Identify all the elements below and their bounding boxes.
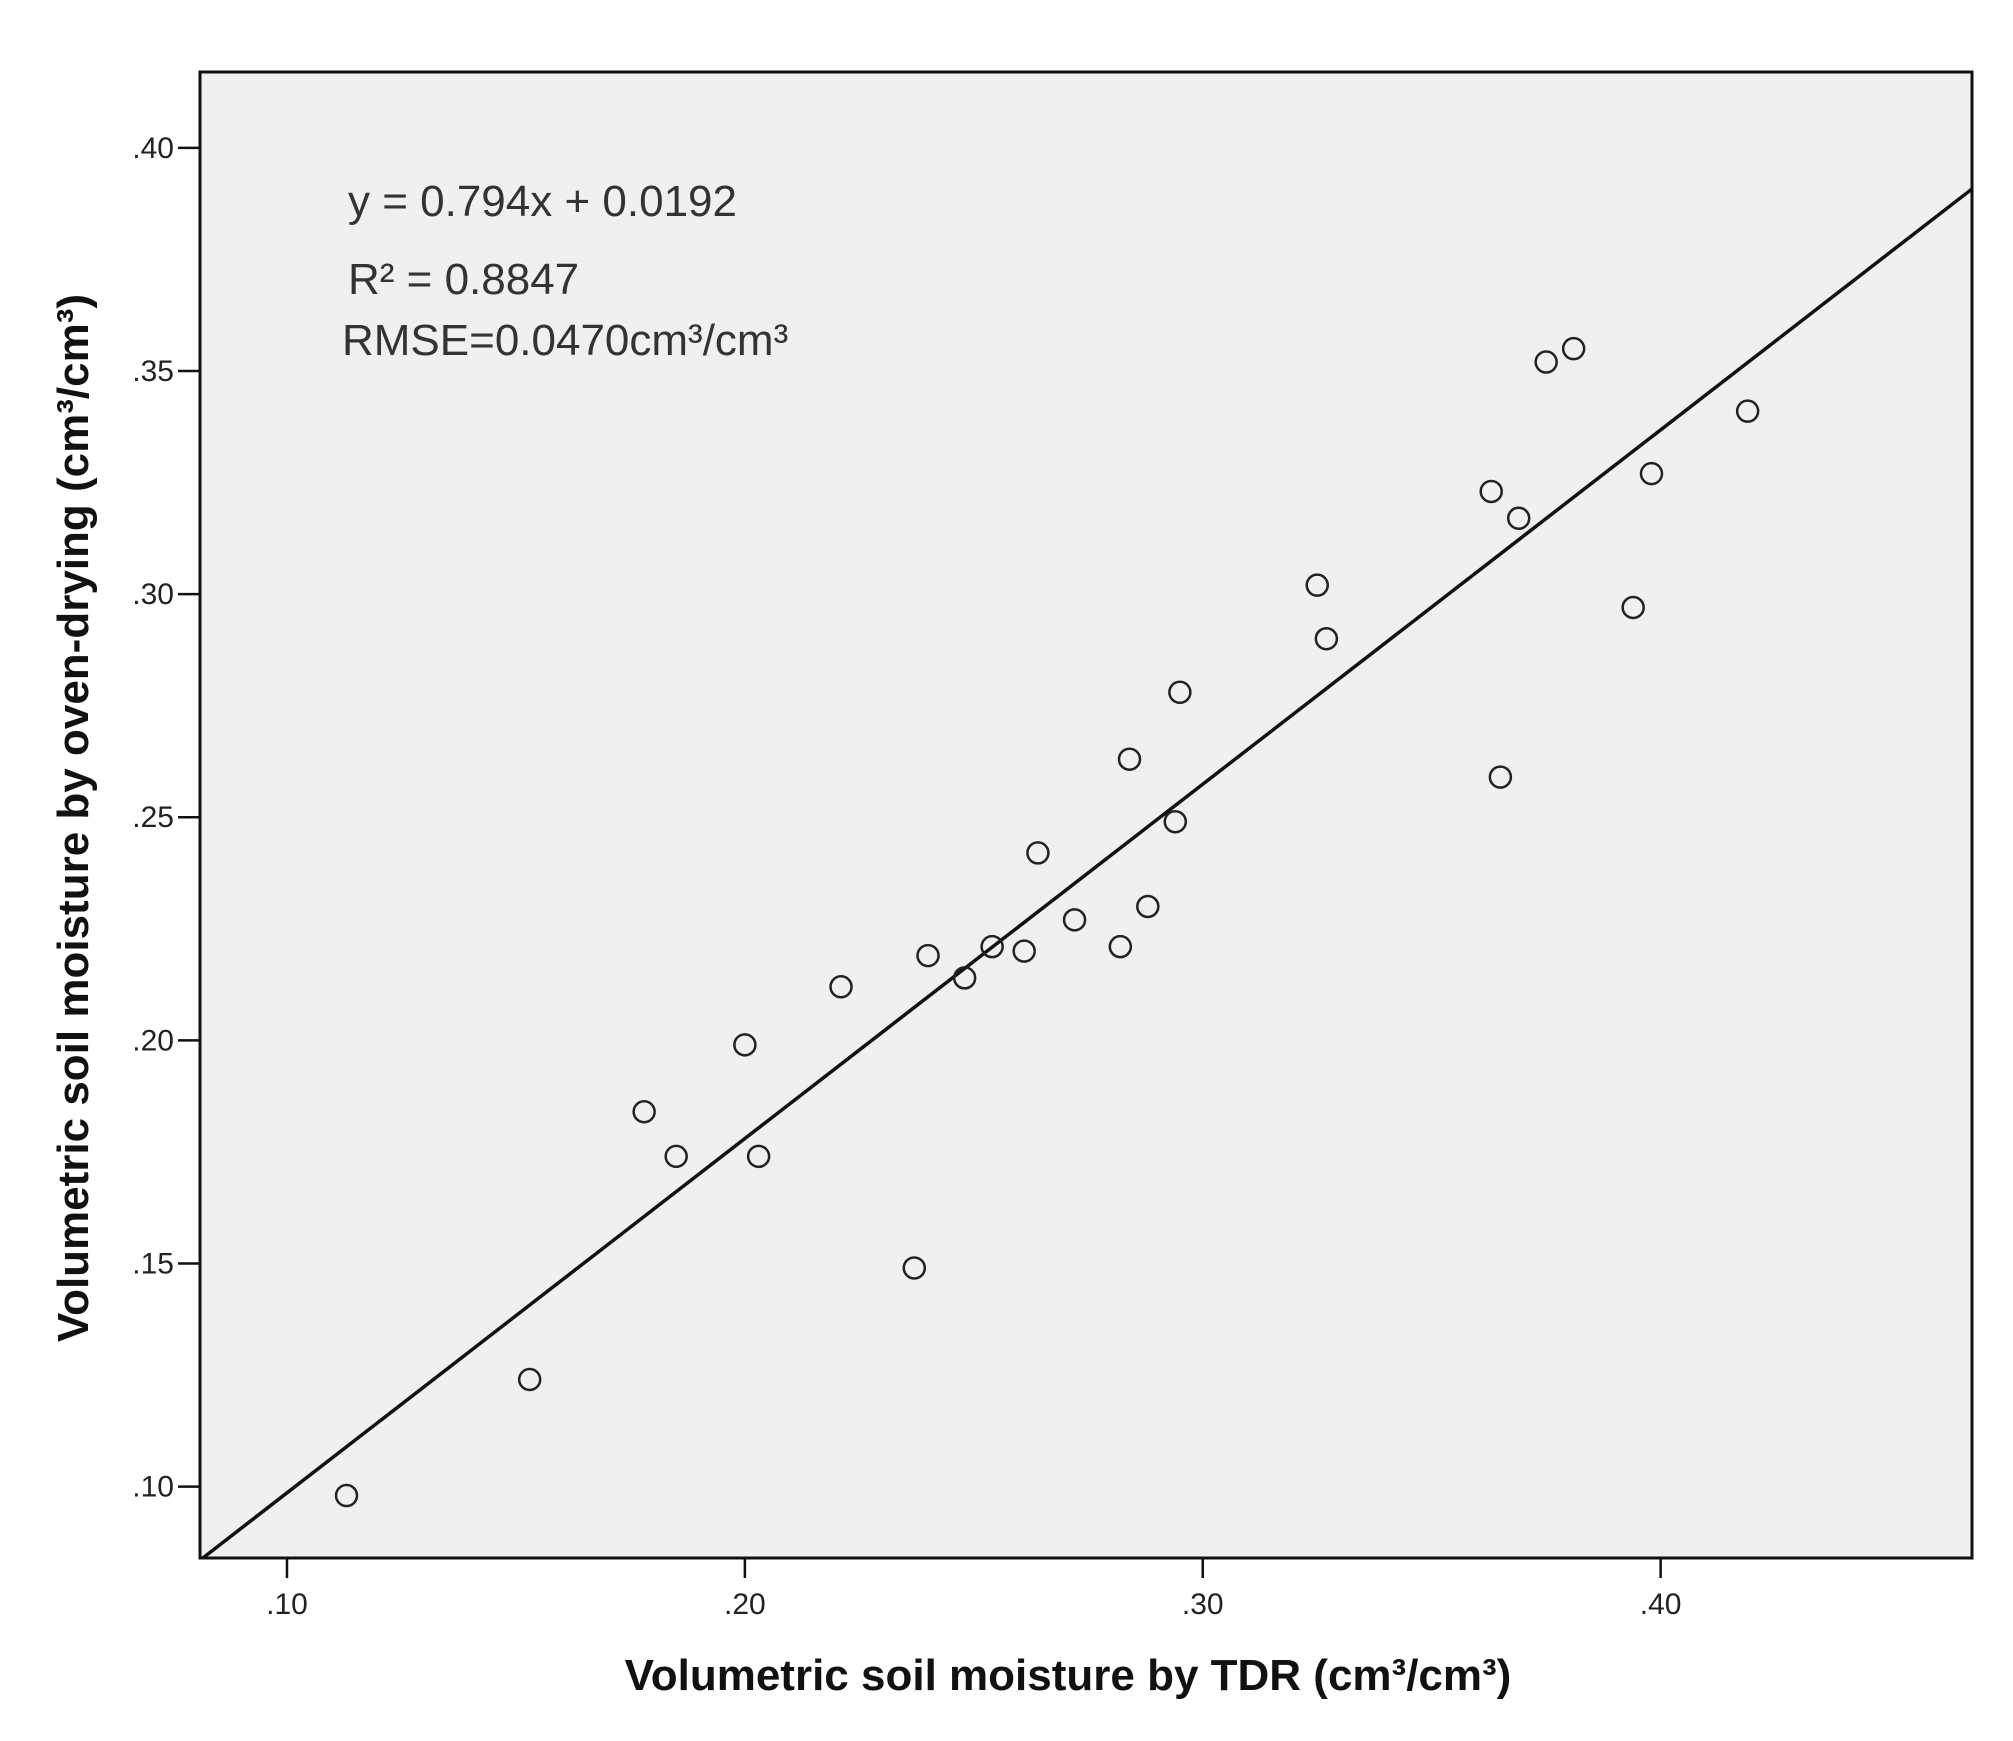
plot-area [198,70,1974,1560]
y-tick-label: .30 [132,578,174,611]
data-point [980,934,1004,959]
x-tick-label: .30 [1182,1588,1224,1621]
x-tick-label: .40 [1640,1588,1682,1621]
data-point [746,1144,771,1169]
fit-line [200,187,1972,1558]
data-point [517,1367,542,1392]
data-point [1012,939,1036,963]
y-tick-label: .40 [132,132,174,165]
data-point [1117,747,1142,771]
data-point [1108,934,1133,959]
data-point [902,1256,927,1280]
x-tick-label: .20 [724,1588,766,1621]
y-tick-label: .10 [132,1471,174,1504]
y-tick-label: .25 [132,801,174,834]
fit-equation-annotation: y = 0.794x + 0.0192 [348,177,737,226]
data-point [1062,908,1087,932]
data-point [1136,894,1160,919]
data-point [1479,479,1503,504]
rmse-annotation: RMSE=0.0470cm³/cm³ [342,316,788,365]
data-point [1561,336,1586,361]
data-point [1621,595,1645,620]
data-point [733,1033,757,1057]
annotation-layer: y = 0.794x + 0.0192 R² = 0.8847 RMSE=0.0… [342,177,788,365]
data-point [664,1144,688,1169]
data-point [1488,765,1513,789]
data-point [916,943,940,968]
y-tick-label: .35 [132,355,174,388]
x-tick-label: .10 [266,1588,308,1621]
data-point [1168,680,1192,705]
data-point [1506,506,1531,530]
y-axis-title: Volumetric soil moisture by oven-drying … [49,294,98,1342]
data-point [1305,573,1329,597]
data-point [1314,626,1339,651]
y-tick-label: .15 [132,1247,174,1280]
x-axis-title: Volumetric soil moisture by TDR (cm³/cm³… [625,1651,1512,1700]
data-point [1735,399,1760,423]
y-tick-label: .20 [132,1024,174,1057]
data-point [829,975,853,999]
data-point [1639,461,1664,486]
data-point [1163,809,1188,834]
data-point [952,966,977,990]
r-squared-annotation: R² = 0.8847 [348,255,579,304]
plot-layer: .10 .15 .20 .25 .30 .35 .40 .10 .20 .30 .40 [132,70,1974,1621]
data-point [1534,350,1558,374]
data-point [632,1100,656,1124]
data-point [1026,841,1050,865]
data-point [334,1483,359,1508]
